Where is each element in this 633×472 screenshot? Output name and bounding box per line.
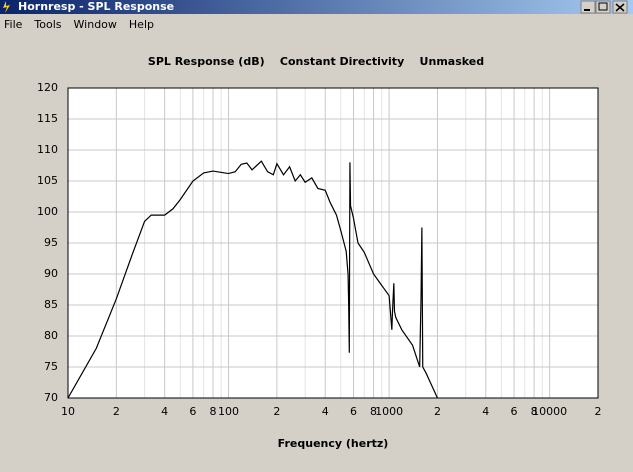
x-tick-label: 8 <box>370 405 377 418</box>
menu-item[interactable]: Help <box>129 18 154 31</box>
y-tick-label: 85 <box>44 298 58 311</box>
y-tick-label: 115 <box>37 112 58 125</box>
window-buttons[interactable] <box>580 0 628 14</box>
menu-bar: File Tools Window Help <box>4 18 154 31</box>
y-tick-label: 110 <box>37 143 58 156</box>
menu-item[interactable]: File <box>4 18 23 31</box>
plot-frame <box>67 87 599 399</box>
x-tick-label: 4 <box>482 405 489 418</box>
app-icon <box>3 1 10 13</box>
title-bar <box>0 0 633 14</box>
x-tick-label: 8 <box>209 405 216 418</box>
x-tick-label: 10 <box>61 405 75 418</box>
y-tick-label: 120 <box>37 81 58 94</box>
y-tick-label: 100 <box>37 205 58 218</box>
minimize-button[interactable] <box>580 0 596 14</box>
y-tick-label: 105 <box>37 174 58 187</box>
x-tick-label: 8 <box>531 405 538 418</box>
y-tick-label: 80 <box>44 329 58 342</box>
x-tick-label: 10000 <box>532 405 567 418</box>
close-icon <box>615 3 625 12</box>
y-tick-label: 90 <box>44 267 58 280</box>
x-tick-label: 2 <box>273 405 280 418</box>
x-tick-label: 6 <box>189 405 196 418</box>
x-tick-label: 2 <box>434 405 441 418</box>
menu-item[interactable]: Tools <box>33 18 61 31</box>
y-tick-label: 75 <box>44 360 58 373</box>
maximize-icon <box>598 2 608 11</box>
window-title: Hornresp - SPL Response <box>18 0 174 13</box>
y-tick-label: 95 <box>44 236 58 249</box>
y-tick-label: 70 <box>44 391 58 404</box>
x-tick-label: 100 <box>218 405 239 418</box>
x-tick-label: 4 <box>322 405 329 418</box>
x-axis-label: Frequency (hertz) <box>278 437 389 450</box>
x-tick-label: 6 <box>350 405 357 418</box>
menu-item[interactable]: Window <box>74 18 117 31</box>
x-tick-label: 4 <box>161 405 168 418</box>
chart-title: SPL Response (dB) Constant Directivity U… <box>148 55 484 68</box>
spl-curve <box>67 160 438 399</box>
x-tick-label: 2 <box>113 405 120 418</box>
x-tick-label: 1000 <box>375 405 403 418</box>
x-tick-label: 6 <box>511 405 518 418</box>
x-tick-label: 2 <box>595 405 602 418</box>
